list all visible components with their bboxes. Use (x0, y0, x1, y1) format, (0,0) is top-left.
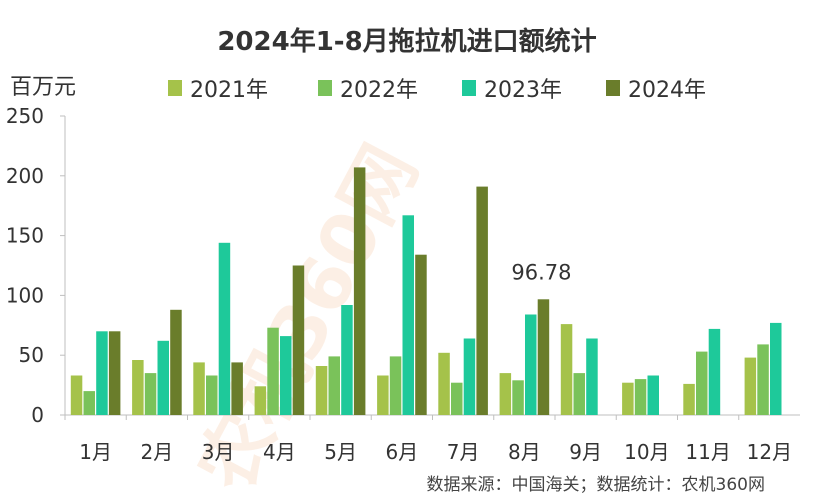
x-tick-label: 10月 (624, 440, 669, 464)
x-tick-label: 4月 (263, 440, 296, 464)
y-tick-label: 250 (6, 104, 44, 128)
bar (108, 331, 121, 415)
bar (683, 383, 695, 415)
bar (267, 327, 279, 415)
bar (170, 309, 182, 415)
legend-swatch (462, 80, 476, 96)
bar (708, 328, 721, 415)
x-tick-label: 7月 (447, 440, 480, 464)
bar (696, 351, 708, 415)
y-tick-label: 150 (6, 224, 44, 248)
bar (341, 305, 353, 415)
legend-label: 2023年 (484, 78, 562, 103)
bar (377, 375, 389, 415)
bar (315, 366, 328, 415)
legend-swatch (606, 80, 620, 96)
bar (438, 352, 450, 415)
x-tick-label: 11月 (685, 440, 730, 464)
bar (402, 215, 414, 415)
bar (70, 375, 83, 415)
bar (280, 336, 292, 415)
legend-label: 2024年 (628, 78, 706, 103)
x-tick-label: 2月 (141, 440, 174, 464)
legend-swatch (318, 80, 332, 96)
bar (193, 362, 205, 415)
y-axis-ticks: 250 200 150 100 50 0 (6, 104, 65, 427)
bar (132, 360, 144, 415)
bar (573, 373, 585, 415)
bar (254, 386, 267, 415)
bar (157, 340, 169, 415)
bar (328, 356, 340, 415)
y-axis-unit-label: 百万元 (10, 75, 76, 100)
bar (525, 314, 537, 415)
legend-label: 2022年 (340, 78, 418, 103)
legend-swatch (168, 80, 182, 96)
bar (144, 373, 157, 415)
bar (537, 299, 550, 415)
bar (451, 382, 463, 415)
bar (415, 254, 427, 415)
data-label: 96.78 (511, 260, 571, 284)
x-tick-label: 1月 (79, 440, 112, 464)
legend: 2021年 2022年 2023年 2024年 (168, 78, 706, 103)
bar (96, 331, 108, 415)
x-tick-label: 5月 (324, 440, 357, 464)
bar (560, 324, 573, 415)
bar (353, 167, 366, 415)
bar (463, 338, 476, 415)
bar (512, 380, 524, 415)
y-tick-label: 0 (31, 403, 44, 427)
bar (770, 322, 782, 415)
bar (83, 391, 95, 415)
bar (622, 382, 634, 415)
x-axis-ticks: 1月 2月 3月 4月 5月 6月 7月 8月 9月 10月 11月 12月 (64, 415, 792, 464)
annotations: 96.78 (511, 260, 571, 284)
bars (70, 167, 782, 415)
bar (744, 357, 757, 415)
x-tick-label: 6月 (386, 440, 419, 464)
chart-title: 2024年1-8月拖拉机进口额统计 (217, 26, 596, 57)
source-note: 数据来源：中国海关；数据统计：农机360网 (427, 475, 765, 495)
bar (231, 362, 243, 415)
bar (292, 265, 305, 415)
legend-label: 2021年 (190, 78, 268, 103)
x-tick-label: 9月 (569, 440, 602, 464)
bar (499, 373, 512, 415)
bar (218, 242, 231, 415)
x-tick-label: 3月 (202, 440, 235, 464)
bar (634, 379, 647, 415)
y-tick-label: 100 (6, 283, 44, 307)
y-tick-label: 50 (19, 343, 44, 367)
bar (476, 186, 488, 415)
x-tick-label: 8月 (508, 440, 541, 464)
bar (757, 344, 769, 415)
bar (586, 338, 598, 415)
y-tick-label: 200 (6, 164, 44, 188)
x-tick-label: 12月 (747, 440, 792, 464)
bar (206, 375, 218, 415)
bar (647, 375, 659, 415)
bar (389, 356, 402, 415)
